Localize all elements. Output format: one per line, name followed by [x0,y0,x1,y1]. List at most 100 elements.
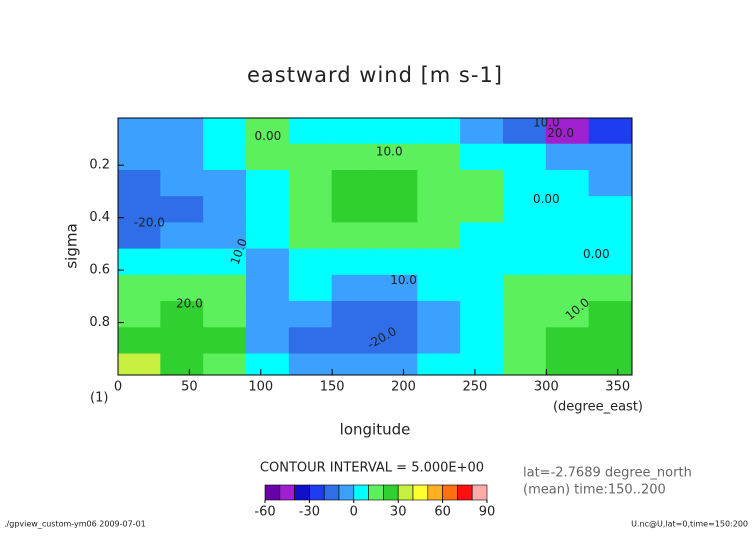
contour-label: 0.00 [583,247,610,261]
contour-cell [545,301,590,329]
contour-cell [588,248,632,276]
colorbar-box [368,484,384,501]
colorbar-box [383,484,399,501]
contour-cell [203,196,247,224]
contour-cell [160,353,205,375]
contour-interval: CONTOUR INTERVAL = 5.000E+00 [260,461,484,476]
contour-cell [203,248,247,276]
contour-cell [288,118,333,145]
contour-cell [588,196,632,224]
x-tick-label: 0 [114,380,122,395]
contour-cell [374,118,419,145]
colorbar-box [442,484,458,501]
x-tick-label: 50 [181,380,198,395]
colorbar-box [471,484,488,501]
contour-field [118,118,632,375]
contour-cell [588,353,632,375]
contour-cell [160,327,205,355]
colorbar-box [279,484,295,501]
contour-cell [588,169,632,198]
contour-cell [203,301,247,329]
contour-cell [417,274,462,303]
colorbar-box [457,484,473,501]
contour-cell [374,274,419,303]
contour-cell [118,222,162,250]
contour-label: 0.00 [255,129,282,143]
contour-cell [203,222,247,250]
contour-cell [374,248,419,276]
contour-cell [417,353,462,375]
contour-cell [503,274,547,303]
contour-label: 10.0 [390,273,417,287]
chart-title: eastward wind [m s-1] [247,63,503,87]
contour-cell [118,143,162,171]
contour-cell [374,301,419,329]
contour-cell [588,301,632,329]
contour-cell [588,274,632,303]
contour-cell [545,222,590,250]
contour-cell [374,169,419,198]
contour-cell [331,196,376,224]
contour-cell [246,169,290,198]
info-line: lat=-2.7689 degree_north [523,466,692,481]
contour-cell [588,143,632,171]
contour-cell [503,169,547,198]
contour-cell [331,327,376,355]
contour-cell [460,196,504,224]
contour-cell [417,196,462,224]
contour-cell [118,118,162,145]
contour-cell [118,169,162,198]
colorbar-box [323,484,340,501]
contour-cell [460,301,504,329]
contour-cell [203,353,247,375]
footer-right: U.nc@U,lat=0,time=150:200 [631,520,748,529]
info-line: (mean) time:150..200 [523,483,666,498]
contour-cell [331,274,376,303]
contour-cell [417,327,462,355]
contour-cell [203,169,247,198]
contour-cell [374,143,419,171]
contour-cell [460,353,504,375]
contour-cell [160,274,205,303]
contour-cell [417,169,462,198]
contour-cell [331,222,376,250]
contour-cell [246,196,290,224]
colorbar-tick-label: 30 [390,505,407,520]
contour-cell [460,143,504,171]
contour-cell [503,222,547,250]
y-tick-label: 0.4 [89,210,110,225]
contour-cell [503,327,547,355]
contour-cell [460,118,504,145]
contour-cell [203,274,247,303]
contour-label: 20.0 [176,297,203,311]
contour-cell [417,301,462,329]
contour-cell [160,301,205,329]
y-tick-label: 0.8 [89,315,110,330]
contour-cell [118,274,162,303]
contour-cell [460,327,504,355]
contour-cell [288,248,333,276]
contour-cell [503,301,547,329]
contour-cell [288,353,333,375]
x-tick-label: 100 [248,380,273,395]
contour-cell [331,301,376,329]
contour-cell [460,274,504,303]
contour-cell [288,327,333,355]
x-axis-label: longitude [340,421,411,439]
contour-cell [288,196,333,224]
contour-cell [545,143,590,171]
contour-cell [118,301,162,329]
footer-left: ./gpview_custom-ym06 2009-07-01 [4,520,146,529]
colorbar-box [427,484,443,501]
contour-cell [246,248,290,276]
colorbar-box [412,484,429,501]
contour-cell [545,118,590,145]
contour-cell [545,169,590,198]
colorbar-box [397,484,414,501]
x-tick-label: 200 [391,380,416,395]
contour-cell [288,301,333,329]
contour-cell [331,118,376,145]
contour-cell [246,118,290,145]
contour-label: 10.0 [533,116,560,130]
